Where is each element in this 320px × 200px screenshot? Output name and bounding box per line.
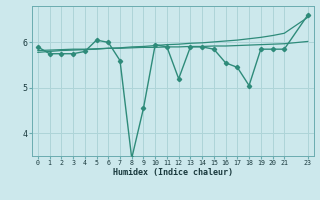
X-axis label: Humidex (Indice chaleur): Humidex (Indice chaleur) xyxy=(113,168,233,177)
